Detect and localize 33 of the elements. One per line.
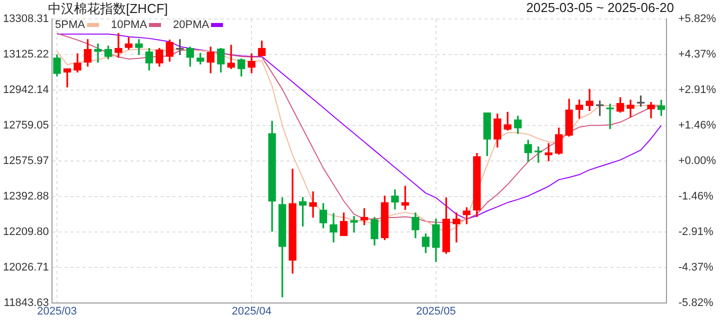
y2-tick-label: -5.82% (678, 296, 714, 309)
y2-tick-label: +1.46% (678, 119, 716, 132)
y-tick-label: 13125.22 (2, 48, 49, 61)
y-tick-label: 12392.88 (2, 190, 49, 202)
y2-tick-label: -2.91% (678, 226, 714, 238)
legend-label: 20PMA (173, 19, 210, 31)
candlestick (309, 191, 317, 218)
y-tick-label: 12942.14 (2, 84, 49, 96)
y-tick-label: 12209.80 (2, 226, 49, 238)
y2-tick-label: -4.37% (678, 261, 714, 274)
y-tick-label: 12026.71 (2, 261, 49, 274)
candlestick (586, 88, 594, 112)
candlestick (114, 33, 122, 58)
candlestick (606, 104, 614, 130)
y-tick-label: 12575.97 (2, 154, 49, 167)
y2-tick-label: +0.00% (678, 154, 716, 167)
candlestick (94, 44, 102, 63)
y2-tick-label: -1.46% (678, 190, 714, 203)
y2-tick-label: +5.82% (678, 13, 716, 26)
y2-tick-label: +4.37% (678, 48, 716, 60)
y-tick-label: 13308.31 (2, 13, 49, 26)
legend-label: 5PMA (55, 19, 85, 31)
candlestick (452, 212, 460, 242)
candlestick (626, 100, 634, 118)
legend-label: 10PMA (110, 19, 148, 31)
candlestick (350, 216, 358, 233)
x-tick-label: 2025/04 (232, 305, 272, 318)
y-tick-label: 12759.05 (2, 119, 49, 132)
y2-tick-label: +2.91% (678, 84, 716, 96)
x-tick-label: 2025/03 (37, 305, 77, 318)
chart-subtitle: 2025-03-05 ~ 2025-06-20 (526, 0, 674, 15)
chart-title: 中汉棉花指数[ZHCF] (48, 0, 168, 16)
x-tick-label: 2025/05 (416, 305, 456, 318)
